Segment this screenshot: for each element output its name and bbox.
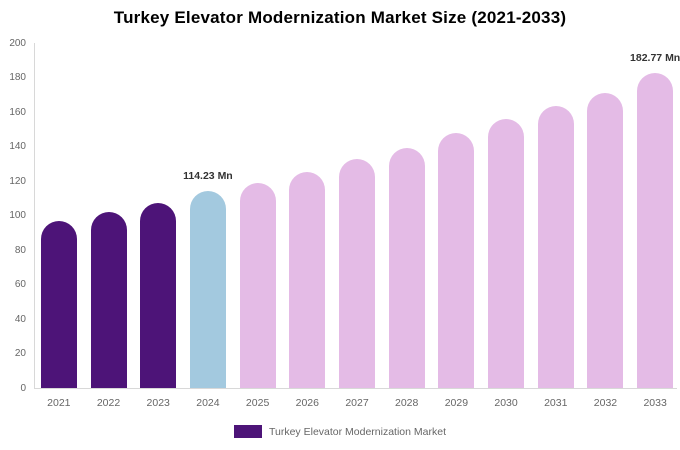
y-axis-tick-label-0: 0: [20, 382, 26, 394]
bar-2028[interactable]: [388, 147, 425, 388]
legend[interactable]: Turkey Elevator Modernization Market: [0, 425, 680, 438]
x-axis-tick-label-2021: 2021: [47, 397, 71, 409]
x-axis-line: [34, 388, 677, 389]
legend-swatch: [233, 425, 262, 438]
y-axis-tick-label-160: 160: [9, 106, 26, 118]
bar-2027[interactable]: [339, 159, 375, 388]
bar-2033[interactable]: [637, 72, 674, 388]
y-axis-tick-label-40: 40: [14, 313, 26, 325]
data-label-2024: 114.23 Mn: [183, 169, 233, 182]
y-axis-tick-label-180: 180: [9, 72, 26, 83]
bar-2026[interactable]: [289, 171, 326, 388]
bar-2031[interactable]: [537, 105, 574, 388]
y-axis-line: [34, 43, 35, 388]
x-axis-tick-label-2032: 2032: [593, 397, 618, 409]
data-label-2033: 182.77 Mn: [630, 51, 680, 64]
y-axis-tick-label-200: 200: [9, 37, 26, 49]
y-axis-tick-label-80: 80: [14, 244, 26, 256]
x-axis-tick-label-2024: 2024: [196, 397, 220, 409]
bar-2023[interactable]: [140, 202, 177, 388]
x-axis-tick-label-2033: 2033: [643, 397, 667, 409]
x-axis-tick-label-2028: 2028: [395, 397, 419, 409]
x-axis-tick-label-2025: 2025: [245, 397, 270, 409]
y-axis-tick-label-120: 120: [9, 175, 26, 187]
bar-2022[interactable]: [90, 211, 127, 388]
x-axis-tick-label-2030: 2030: [494, 397, 518, 409]
y-axis-tick-label-60: 60: [14, 279, 26, 290]
y-axis-tick-label-20: 20: [14, 348, 26, 359]
x-axis-tick-label-2026: 2026: [295, 397, 319, 409]
bar-2025[interactable]: [239, 182, 276, 388]
y-axis-tick-label-100: 100: [9, 210, 26, 221]
x-axis-tick-label-2031: 2031: [544, 397, 568, 409]
x-axis-tick-label-2029: 2029: [444, 397, 469, 409]
x-axis-tick-label-2022: 2022: [96, 397, 121, 409]
bar-2024[interactable]: [189, 190, 226, 388]
bar-2021[interactable]: [40, 221, 77, 388]
bar-2029[interactable]: [438, 133, 475, 388]
chart-title: Turkey Elevator Modernization Market Siz…: [113, 8, 567, 27]
bar-2030[interactable]: [488, 119, 525, 388]
x-axis-tick-label-2023: 2023: [146, 397, 170, 409]
legend-label: Turkey Elevator Modernization Market: [268, 425, 446, 438]
x-axis-tick-label-2027: 2027: [345, 397, 369, 409]
bar-2032[interactable]: [587, 93, 624, 388]
y-axis-tick-label-140: 140: [9, 141, 26, 152]
